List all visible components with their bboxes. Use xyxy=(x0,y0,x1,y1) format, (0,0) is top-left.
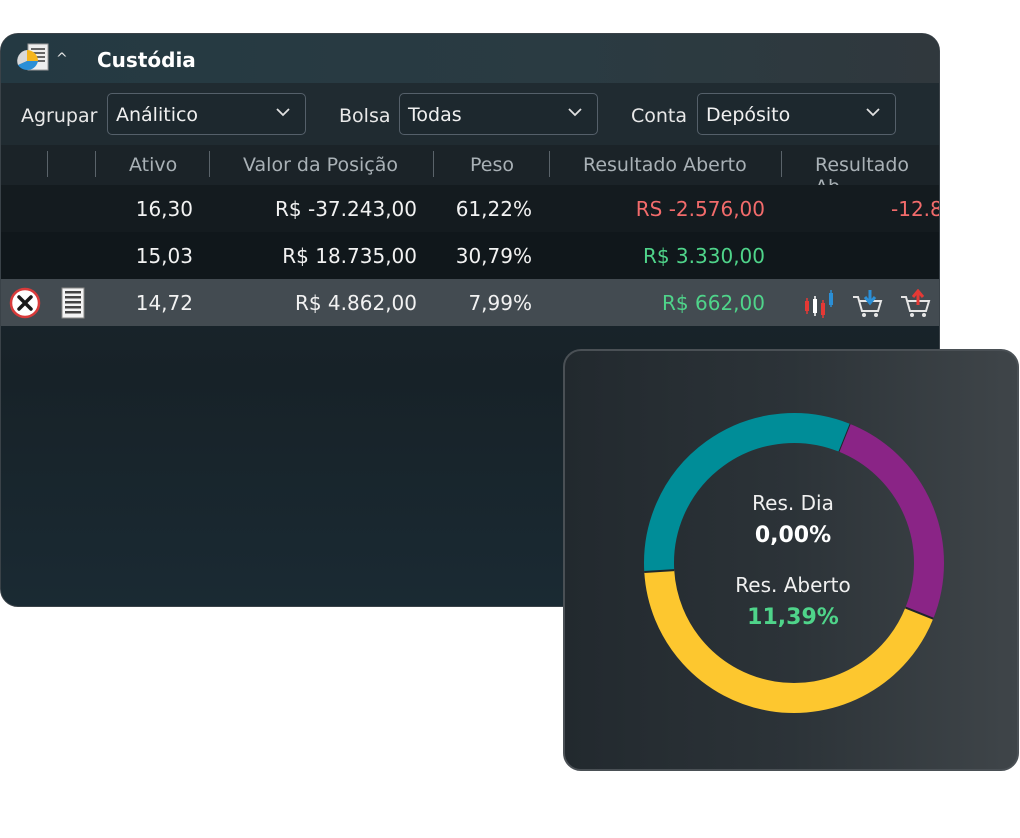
column-divider[interactable] xyxy=(209,151,210,177)
donut-segment-purple xyxy=(838,423,944,619)
cell-ativo: 16,30 xyxy=(135,197,193,221)
filter-bar: Agrupar Análitico Bolsa Todas Conta Depó… xyxy=(1,83,939,145)
table-row[interactable]: 15,03 R$ 18.735,00 30,79% R$ 3.330,00 xyxy=(1,232,939,279)
bolsa-value: Todas xyxy=(408,104,462,126)
sell-cart-icon[interactable] xyxy=(899,289,933,319)
cell-valor: R$ -37.243,00 xyxy=(275,197,417,221)
res-dia-value: 0,00% xyxy=(754,523,832,548)
donut-segment-yellow xyxy=(644,569,934,713)
agrupar-dropdown[interactable]: Análitico xyxy=(107,93,306,135)
conta-dropdown[interactable]: Depósito xyxy=(697,93,896,135)
custodia-window: ^ Custódia Agrupar Análitico Bolsa Todas… xyxy=(0,33,940,607)
results-donut-chart xyxy=(644,413,944,713)
res-aberto-label: Res. Aberto xyxy=(735,573,851,597)
conta-label: Conta xyxy=(631,105,688,127)
cell-valor: R$ 18.735,00 xyxy=(282,244,417,268)
buy-cart-icon[interactable] xyxy=(851,289,885,319)
donut-separator xyxy=(644,569,675,573)
column-divider[interactable] xyxy=(781,151,782,177)
res-aberto-value: 11,39% xyxy=(747,605,839,630)
collapse-chevron-icon[interactable]: ^ xyxy=(56,51,68,67)
cell-peso: 7,99% xyxy=(468,291,532,315)
column-divider[interactable] xyxy=(95,151,96,177)
candlestick-chart-icon[interactable] xyxy=(803,289,837,319)
table-header: Ativo Valor da Posição Peso Resultado Ab… xyxy=(1,145,939,198)
column-header-valor[interactable]: Valor da Posição xyxy=(243,154,398,176)
cell-resultado: RS -2.576,00 xyxy=(635,197,765,221)
table-row[interactable]: 16,30 R$ -37.243,00 61,22% RS -2.576,00 … xyxy=(1,185,939,232)
table-row-selected[interactable]: 14,72 R$ 4.862,00 7,99% R$ 662,00 xyxy=(1,279,939,326)
column-divider[interactable] xyxy=(549,151,550,177)
results-card: Res. Dia 0,00% Res. Aberto 11,39% xyxy=(563,349,1019,771)
conta-value: Depósito xyxy=(706,104,791,126)
bolsa-dropdown[interactable]: Todas xyxy=(399,93,598,135)
column-header-ativo[interactable]: Ativo xyxy=(129,154,178,176)
window-title: Custódia xyxy=(97,48,196,72)
cell-peso: 61,22% xyxy=(455,197,532,221)
portfolio-report-icon[interactable] xyxy=(15,43,51,75)
cell-resultado-ab: -12.8 xyxy=(891,197,940,221)
cell-ativo: 14,72 xyxy=(135,291,193,315)
agrupar-value: Análitico xyxy=(116,104,199,126)
column-divider[interactable] xyxy=(47,151,48,177)
chevron-down-icon xyxy=(866,108,880,117)
cell-ativo: 15,03 xyxy=(135,244,193,268)
column-header-peso[interactable]: Peso xyxy=(470,154,514,176)
donut-separator xyxy=(905,606,934,620)
cell-resultado: R$ 3.330,00 xyxy=(642,244,765,268)
column-header-resultado-aberto[interactable]: Resultado Aberto xyxy=(583,154,747,176)
chevron-down-icon xyxy=(568,108,582,117)
agrupar-label: Agrupar xyxy=(21,105,98,127)
close-position-icon[interactable] xyxy=(9,287,41,319)
chevron-down-icon xyxy=(276,108,290,117)
order-book-icon[interactable] xyxy=(61,287,85,319)
donut-segment-teal xyxy=(644,413,850,572)
cell-peso: 30,79% xyxy=(455,244,532,268)
column-divider[interactable] xyxy=(433,151,434,177)
bolsa-label: Bolsa xyxy=(339,105,391,127)
cell-valor: R$ 4.862,00 xyxy=(294,291,417,315)
cell-resultado: R$ 662,00 xyxy=(662,291,765,315)
res-dia-label: Res. Dia xyxy=(752,491,834,515)
title-bar: ^ Custódia xyxy=(1,34,939,83)
